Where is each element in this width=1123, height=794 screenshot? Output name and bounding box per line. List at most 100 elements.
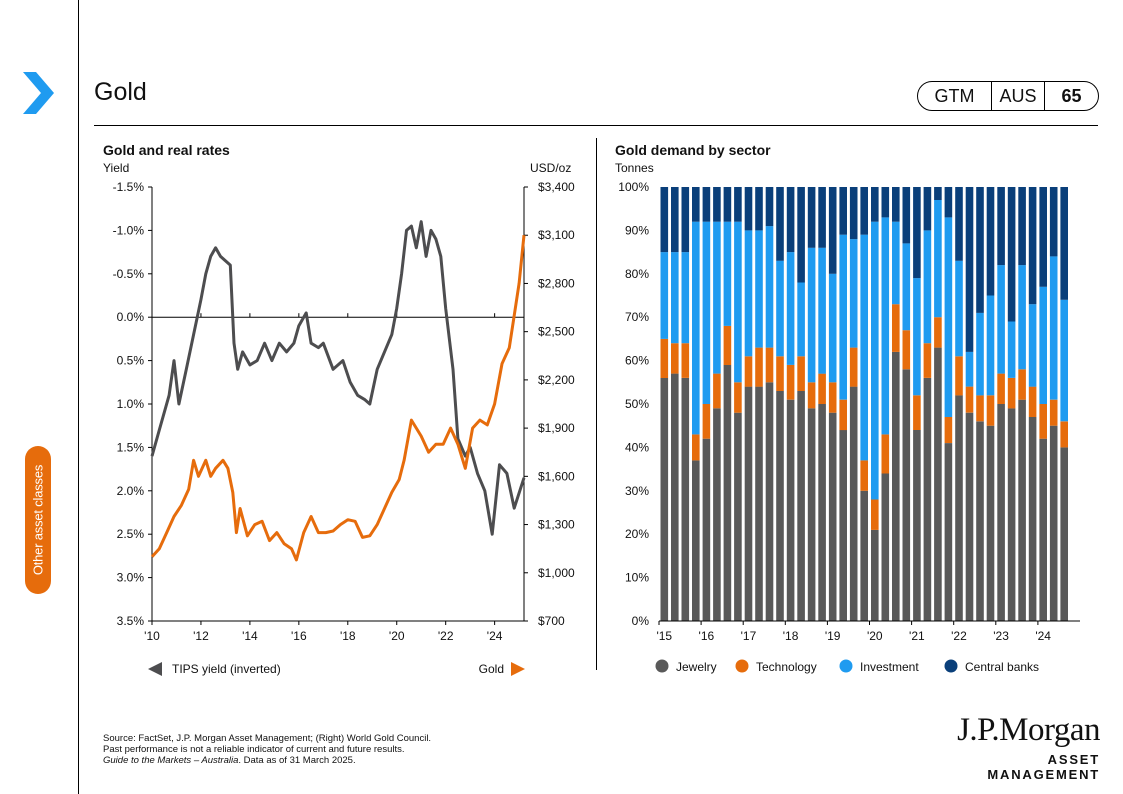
bar-segment (976, 312, 984, 396)
bar-segment (934, 317, 942, 348)
x-tick-label: '18 (340, 629, 356, 643)
legend-label: Jewelry (676, 660, 717, 674)
bar-segment (1049, 187, 1058, 257)
bar-segment (776, 391, 784, 621)
bar-segment (755, 230, 763, 348)
bar-segment (1007, 408, 1016, 621)
bar-segment (913, 430, 921, 621)
left-tick-label: 3.0% (117, 571, 145, 585)
bar-segment (797, 356, 805, 391)
bar-segment (849, 239, 858, 348)
bar-segment (1039, 404, 1047, 439)
bar-segment (881, 434, 890, 474)
page-title: Gold (94, 78, 147, 106)
right-tick-label: $3,100 (538, 228, 575, 242)
bar-segment (997, 404, 1005, 621)
triangle-right-icon (511, 662, 525, 676)
bar-segment (681, 378, 690, 621)
bar-segment (976, 187, 984, 313)
x-tick-label: '24 (487, 629, 503, 643)
left-tick-label: 3.5% (117, 614, 145, 628)
bar-segment (913, 395, 921, 430)
bar-segment (786, 252, 795, 365)
bar-segment (723, 325, 732, 365)
bar-segment (849, 347, 858, 387)
bar-segment (1028, 187, 1037, 305)
bar-segment (681, 187, 690, 253)
bar-segment (902, 187, 911, 244)
y-tick-label: 100% (618, 180, 649, 194)
bar-segment (955, 356, 963, 396)
left-tick-label: 2.5% (117, 527, 145, 541)
bar-segment (713, 373, 721, 409)
y-tick-label: 0% (632, 614, 650, 628)
left-tick-label: 1.5% (117, 440, 145, 454)
bar-segment (923, 230, 932, 344)
bar-segment (1007, 321, 1016, 378)
section-tab[interactable]: Other asset classes (25, 446, 51, 594)
bar-segment (1060, 421, 1068, 448)
title-rule (94, 125, 1098, 126)
bar-segment (734, 221, 742, 383)
bar-segment (818, 187, 826, 248)
gold-price-line (150, 235, 526, 562)
bar-segment (871, 187, 879, 222)
chart-divider (596, 138, 597, 670)
right-chart-unit: Tonnes (615, 161, 654, 175)
footer-disclaimer: Past performance is not a reliable indic… (103, 744, 405, 755)
left-tick-label: -1.0% (113, 223, 145, 237)
bar-segment (965, 412, 974, 621)
bar-segment (734, 382, 742, 413)
logo-name: J.P.Morgan (957, 712, 1100, 748)
bar-segment (828, 382, 837, 413)
bar-segment (1039, 187, 1047, 287)
bar-segment (955, 187, 963, 261)
bar-segment (1049, 256, 1058, 400)
legend-tips-label: TIPS yield (inverted) (172, 662, 281, 676)
bar-segment (1018, 399, 1026, 621)
bar-segment (871, 221, 879, 500)
bar-segment (1039, 286, 1047, 404)
legend-marker-icon (944, 659, 958, 673)
bar-segment (986, 295, 995, 396)
bar-segment (818, 247, 826, 374)
left-tick-label: 2.0% (117, 484, 145, 498)
legend-marker-icon (839, 659, 853, 673)
bar-segment (660, 252, 669, 339)
y-tick-label: 50% (625, 397, 649, 411)
bar-segment (871, 499, 879, 530)
bar-segment (913, 187, 921, 279)
bar-segment (734, 412, 742, 621)
bar-segment (997, 265, 1005, 374)
left-chart-title: Gold and real rates (103, 142, 230, 158)
badge-gtm: GTM (918, 82, 992, 110)
x-tick-label: '18 (783, 629, 799, 643)
bar-segment (1049, 399, 1058, 426)
bar-segment (828, 273, 837, 383)
bar-segment (702, 438, 711, 621)
bar-segment (986, 395, 995, 426)
bar-segment (660, 187, 669, 253)
bar-segment (786, 187, 795, 253)
bar-segment (671, 187, 679, 253)
x-tick-label: '20 (867, 629, 883, 643)
bar-segment (1018, 187, 1026, 266)
bar-segment (913, 278, 921, 396)
bar-segment (681, 343, 690, 378)
bar-segment (986, 187, 995, 296)
bar-segment (807, 382, 816, 409)
bar-segment (765, 382, 774, 621)
bar-segment (734, 187, 742, 222)
bar-segment (723, 364, 732, 621)
bar-segment (797, 391, 805, 621)
x-tick-label: '10 (144, 629, 160, 643)
bar-segment (702, 187, 711, 222)
bar-segment (797, 187, 805, 283)
y-tick-label: 80% (625, 267, 649, 281)
bar-segment (681, 252, 690, 344)
bar-segment (692, 434, 700, 461)
bar-segment (776, 356, 784, 391)
bar-segment (997, 187, 1005, 266)
